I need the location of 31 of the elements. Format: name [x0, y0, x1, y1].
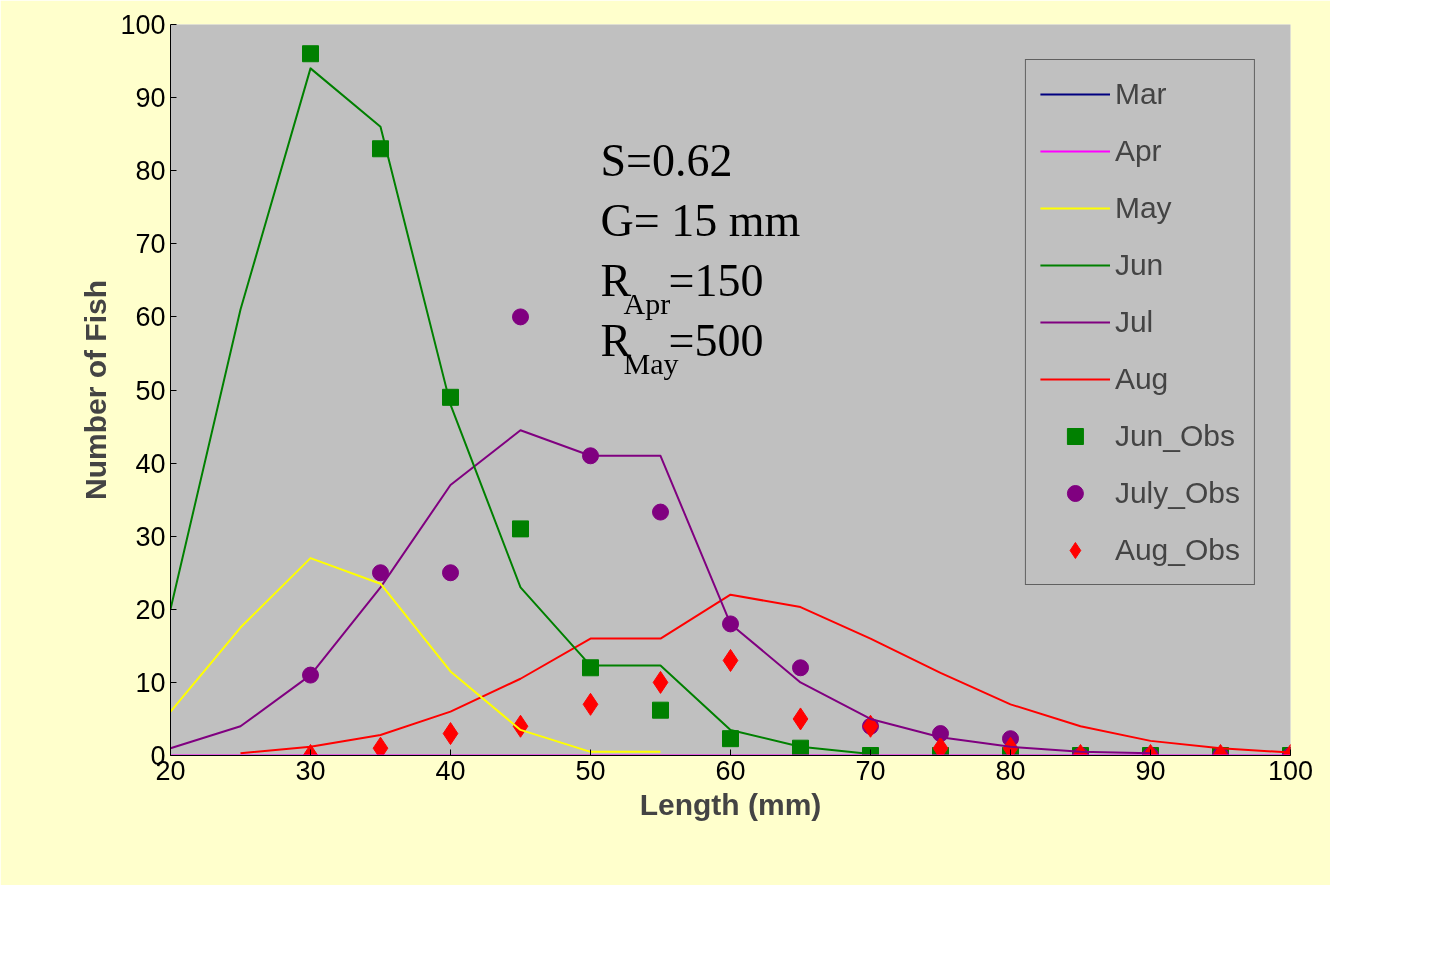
y-tick-label: 20	[135, 594, 166, 625]
legend-label: Jun	[1114, 248, 1164, 282]
y-axis-title: Number of Fish	[79, 279, 113, 500]
legend-label: Mar	[1114, 77, 1167, 111]
y-tick-label: 100	[120, 10, 166, 40]
x-tick-label: 100	[1267, 755, 1314, 786]
legend-label: Aug_Obs	[1114, 533, 1240, 567]
annotation: S=0.62	[600, 134, 733, 186]
legend-label: Apr	[1114, 134, 1162, 168]
x-tick-label: 40	[435, 755, 466, 786]
y-tick-label: 80	[135, 156, 166, 187]
legend-label: May	[1114, 191, 1172, 225]
y-tick-label: 90	[135, 83, 166, 114]
legend-label: July_Obs	[1114, 476, 1240, 510]
x-tick-label: 90	[1135, 755, 1166, 786]
y-tick-label: 50	[135, 375, 166, 406]
x-tick-label: 60	[715, 755, 746, 786]
annotation: G= 15 mm	[600, 194, 801, 246]
legend-label: Jun_Obs	[1114, 419, 1235, 453]
y-tick-label: 30	[135, 521, 166, 552]
legend-label: Jul	[1114, 305, 1154, 339]
x-tick-label: 30	[295, 755, 326, 786]
x-axis-title: Length (mm)	[639, 787, 822, 821]
y-tick-label: 10	[135, 667, 166, 698]
y-tick-label: 40	[135, 448, 166, 479]
x-tick-label: 80	[995, 755, 1026, 786]
x-tick-label: 70	[855, 755, 886, 786]
legend-label: Aug	[1114, 362, 1169, 396]
y-tick-label: 60	[135, 302, 166, 333]
y-tick-label: 70	[135, 229, 166, 260]
x-tick-label: 50	[575, 755, 606, 786]
